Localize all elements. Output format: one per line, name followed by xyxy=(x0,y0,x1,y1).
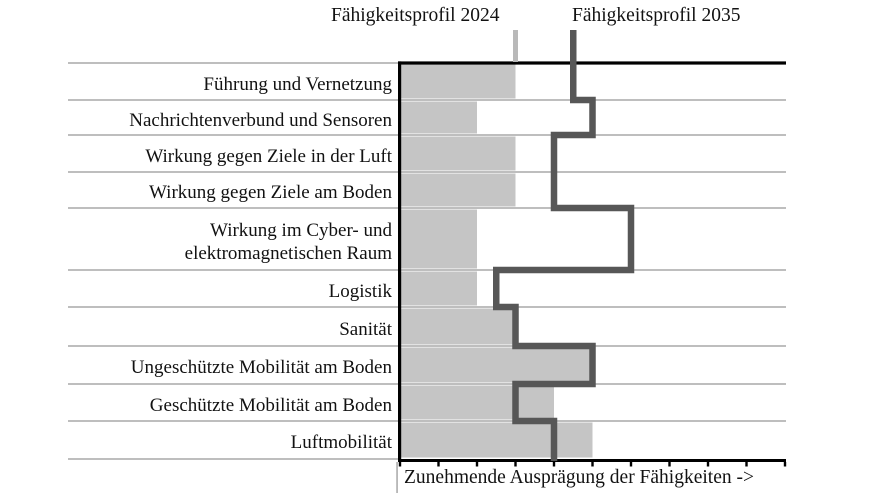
profile-2035-step-line xyxy=(493,30,635,461)
row-separator xyxy=(68,306,786,308)
category-label: Luftmobilität xyxy=(290,432,392,453)
category-label: Nachrichtenverbund und Sensoren xyxy=(129,109,392,131)
y-axis-line xyxy=(398,61,402,463)
row-separator xyxy=(68,383,786,385)
legend-label-2035: Fähigkeitsprofil 2035 xyxy=(572,5,741,26)
axis-tick xyxy=(629,462,633,467)
bar-2024 xyxy=(400,101,477,134)
category-label: Wirkung gegen Ziele am Boden xyxy=(149,182,392,203)
row-separator xyxy=(68,134,786,136)
axis-tick xyxy=(745,462,748,467)
row-separator xyxy=(68,207,786,209)
row-separator xyxy=(68,420,786,422)
axis-tick xyxy=(475,462,479,467)
category-label: Geschützte Mobilität am Boden xyxy=(149,394,392,416)
axis-tick xyxy=(552,462,556,467)
row-separator xyxy=(68,99,786,101)
bar-2024 xyxy=(400,385,554,420)
bar-2024 xyxy=(400,347,593,383)
bar-2024 xyxy=(400,209,477,269)
category-label: Sanität xyxy=(339,318,392,340)
bar-2024 xyxy=(400,422,593,458)
axis-origin-descender xyxy=(396,462,398,493)
row-separator xyxy=(68,62,400,64)
axis-tick xyxy=(591,462,594,467)
category-label: Wirkung gegen Ziele in der Luft xyxy=(145,145,392,167)
row-separator xyxy=(68,269,786,271)
row-separator xyxy=(68,458,400,460)
legend-marker-2024 xyxy=(513,30,518,62)
bar-2024 xyxy=(400,64,516,99)
bar-2024 xyxy=(400,173,516,207)
chart-top-border xyxy=(398,61,786,65)
axis-tick xyxy=(514,462,517,467)
bar-2024 xyxy=(400,136,516,171)
bar-2024 xyxy=(400,271,477,306)
row-separator xyxy=(68,345,786,347)
row-separator xyxy=(68,171,786,173)
x-axis-label: Zunehmende Ausprägung der Fähigkeiten -> xyxy=(404,467,754,488)
category-label: Führung und Vernetzung xyxy=(203,73,392,95)
axis-tick xyxy=(668,462,671,467)
bar-2024 xyxy=(400,308,516,345)
axis-tick xyxy=(398,462,402,467)
legend-label-2024: Fähigkeitsprofil 2024 xyxy=(331,5,500,26)
axis-tick xyxy=(437,462,440,467)
category-label: Logistik xyxy=(328,280,392,302)
x-axis-line xyxy=(398,459,786,462)
category-label: Wirkung im Cyber- und elektromagnetische… xyxy=(184,219,392,264)
axis-tick xyxy=(706,462,710,467)
category-label: Ungeschützte Mobilität am Boden xyxy=(130,357,392,378)
axis-tick xyxy=(783,462,787,467)
